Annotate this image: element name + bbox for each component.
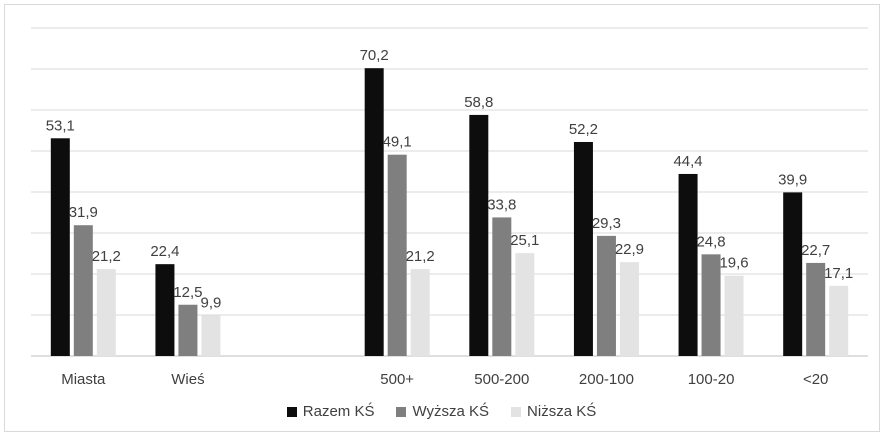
data-label: 24,8	[696, 233, 725, 250]
data-label: 25,1	[510, 232, 539, 249]
legend-label-nizsza: Niższa KŚ	[527, 403, 597, 420]
data-label: 70,2	[360, 47, 389, 64]
data-label: 17,1	[824, 265, 853, 282]
data-label: 9,9	[201, 294, 222, 311]
bar	[410, 269, 430, 356]
data-label: 33,8	[487, 196, 516, 213]
legend-label-wyzsza: Wyższa KŚ	[412, 403, 490, 420]
bar	[596, 235, 616, 356]
data-label: 52,2	[569, 121, 598, 138]
bar	[806, 262, 826, 356]
data-label: 21,2	[92, 248, 121, 265]
data-label: 22,9	[615, 241, 644, 258]
bar	[492, 217, 512, 356]
data-label: 29,3	[592, 215, 621, 232]
legend-swatch-nizsza	[511, 406, 522, 417]
data-label: 12,5	[173, 284, 202, 301]
bars	[50, 68, 849, 357]
bar	[387, 154, 407, 356]
x-tick-label: 200-100	[579, 371, 634, 388]
bar	[469, 114, 489, 356]
legend-swatch-razem	[286, 406, 297, 417]
data-labels: 53,1 31,9 21,2 22,4 12,59,9 70,2 49,1 21,2 58,8 3…	[46, 47, 854, 311]
x-tick-labels: Miasta Wieś 500+ 500-200 200-100 100-20 <20	[61, 371, 828, 388]
data-label: 31,9	[69, 204, 98, 221]
data-label: 44,4	[673, 153, 702, 170]
bar	[619, 262, 639, 356]
bar	[573, 141, 593, 356]
legend-item-nizsza: Niższa KŚ	[511, 403, 596, 420]
bar	[515, 253, 535, 356]
bar	[96, 269, 116, 356]
bar	[155, 264, 175, 356]
data-label: 22,7	[801, 242, 830, 259]
data-label: 21,2	[406, 248, 435, 265]
x-tick-label: Miasta	[61, 371, 106, 388]
x-tick-label: Wieś	[171, 371, 204, 388]
x-tick-label: <20	[803, 371, 828, 388]
bar	[178, 304, 198, 356]
x-tick-label: 100-20	[688, 371, 735, 388]
x-tick-label: 500+	[380, 371, 414, 388]
bar	[73, 225, 93, 356]
bar	[364, 68, 384, 357]
bar	[50, 138, 70, 356]
bar	[678, 173, 698, 356]
bar	[829, 285, 849, 356]
chart-frame	[4, 4, 880, 432]
bar	[724, 275, 744, 356]
bar	[201, 315, 221, 356]
data-label: 19,6	[719, 255, 748, 272]
data-label: 53,1	[46, 117, 75, 134]
data-label: 58,8	[464, 94, 493, 111]
legend: Razem KŚ Wyższa KŚ Niższa KŚ	[0, 403, 883, 420]
bar	[701, 254, 721, 356]
legend-item-razem: Razem KŚ	[286, 403, 375, 420]
data-label: 49,1	[383, 134, 412, 151]
legend-label-razem: Razem KŚ	[302, 403, 375, 420]
data-label: 22,4	[150, 243, 179, 260]
x-tick-label: 500-200	[474, 371, 529, 388]
bar	[783, 192, 803, 356]
legend-item-wyzsza: Wyższa KŚ	[396, 403, 489, 420]
legend-swatch-wyzsza	[396, 406, 407, 417]
data-label: 39,9	[778, 171, 807, 188]
